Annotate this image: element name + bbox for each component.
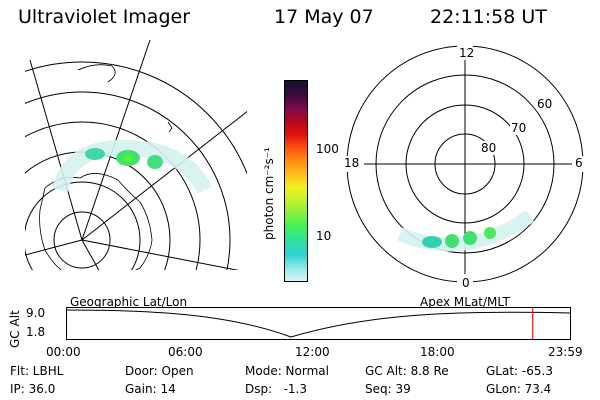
auroral-oval-polar [397, 210, 535, 252]
timeline-y-max: 9.0 [26, 306, 46, 320]
time-display: 22:11:58 UT [430, 6, 547, 28]
info-seq: Seq: 39 [365, 382, 411, 396]
app-title: Ultraviolet Imager [18, 6, 191, 28]
mlt-label-12: 12 [459, 46, 475, 60]
timeline-x-0000: 00:00 [46, 345, 81, 359]
colorbar-tick-100: 100 [316, 142, 339, 156]
info-glon: GLon: 73.4 [486, 382, 552, 396]
info-ip: IP: 36.0 [10, 382, 56, 396]
info-gc-alt: GC Alt: 8.8 Re [365, 364, 449, 378]
date-display: 17 May 07 [274, 6, 374, 28]
info-dsp: Dsp: -1.3 [245, 382, 308, 396]
timeline-x-1800: 18:00 [420, 345, 455, 359]
timeline-x-2359: 23:59 [548, 345, 583, 359]
info-glat: GLat: -65.3 [486, 364, 553, 378]
timeline-axis-label: GC Alt [8, 310, 22, 348]
mlat-label-60: 60 [537, 97, 553, 111]
gc-altitude-timeline [66, 307, 571, 340]
polar-mlat-mlt-plot [340, 44, 588, 290]
timeline-x-0600: 06:00 [168, 345, 203, 359]
colorbar-unit-label: photon cm⁻²s⁻¹ [262, 147, 276, 240]
mlat-label-70: 70 [511, 121, 527, 135]
info-door: Door: Open [125, 364, 194, 378]
auroral-oval-geo [52, 139, 213, 194]
mlat-label-80: 80 [481, 141, 497, 155]
info-mode: Mode: Normal [245, 364, 329, 378]
color-scale-bar [284, 80, 308, 282]
polar-plot-label: Apex MLat/MLT [420, 295, 510, 309]
colorbar-tick-10: 10 [316, 229, 332, 243]
geo-plot-label: Geographic Lat/Lon [70, 295, 188, 309]
timeline-x-1200: 12:00 [295, 345, 330, 359]
timeline-y-min: 1.8 [26, 325, 46, 339]
info-filter: Flt: LBHL [10, 364, 64, 378]
geographic-map [25, 40, 247, 270]
mlt-label-6: 6 [575, 156, 583, 170]
mlt-label-18: 18 [344, 156, 360, 170]
info-gain: Gain: 14 [125, 382, 176, 396]
mlt-label-0: 0 [462, 276, 470, 290]
